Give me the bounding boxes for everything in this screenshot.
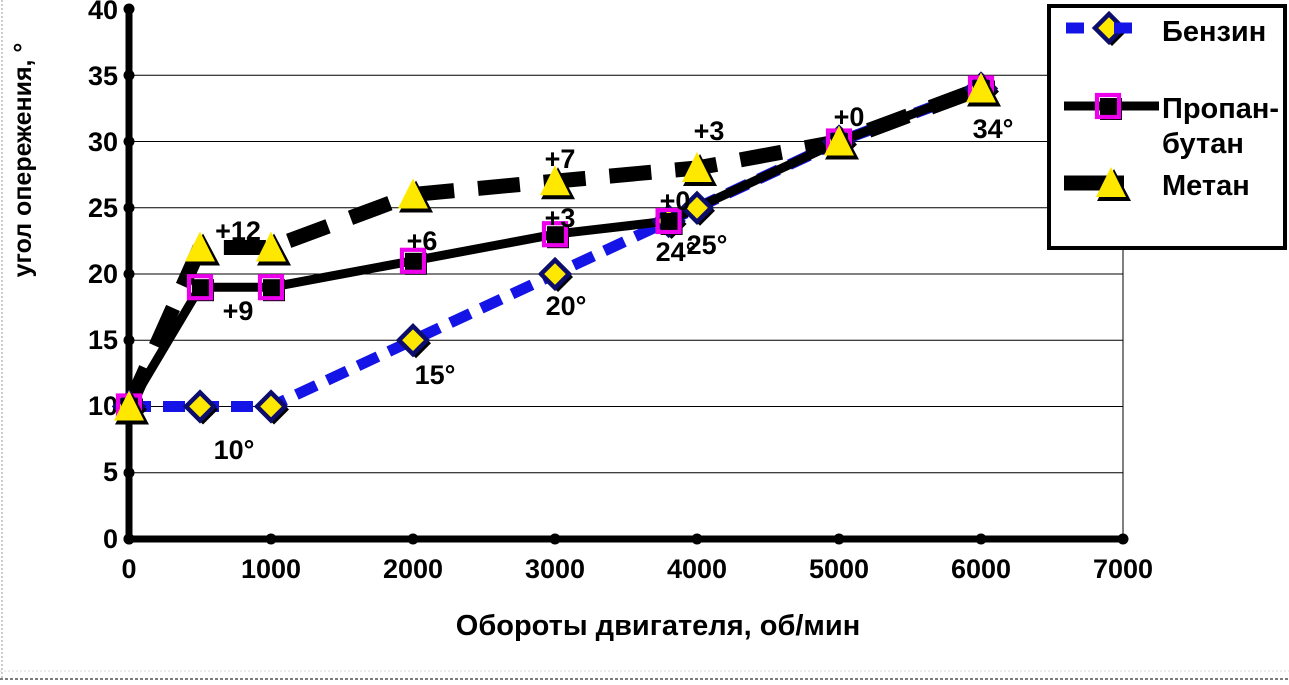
svg-text:5: 5 <box>103 457 118 487</box>
svg-text:Обороты двигателя, об/мин: Обороты двигателя, об/мин <box>456 610 860 642</box>
svg-text:25°: 25° <box>687 230 728 260</box>
svg-text:3000: 3000 <box>525 554 585 584</box>
svg-text:2000: 2000 <box>383 554 443 584</box>
svg-text:5000: 5000 <box>809 554 869 584</box>
svg-text:15°: 15° <box>415 360 456 390</box>
svg-text:35: 35 <box>88 61 118 91</box>
svg-text:34°: 34° <box>973 114 1014 144</box>
svg-text:+0: +0 <box>660 186 691 216</box>
svg-text:6000: 6000 <box>951 554 1011 584</box>
svg-text:20°: 20° <box>546 291 587 321</box>
svg-text:+3: +3 <box>545 203 576 233</box>
svg-text:Бензин: Бензин <box>1162 16 1266 48</box>
svg-text:25: 25 <box>88 193 118 223</box>
svg-text:+7: +7 <box>545 144 576 174</box>
svg-text:бутан: бутан <box>1162 128 1244 160</box>
svg-text:0: 0 <box>121 554 136 584</box>
svg-text:7000: 7000 <box>1093 554 1153 584</box>
svg-text:угол опережения, °: угол опережения, ° <box>9 43 37 278</box>
svg-text:+6: +6 <box>407 226 438 256</box>
svg-text:+0: +0 <box>834 102 865 132</box>
svg-text:0: 0 <box>103 524 118 554</box>
svg-text:15: 15 <box>88 325 118 355</box>
svg-text:10°: 10° <box>214 435 255 465</box>
svg-text:4000: 4000 <box>667 554 727 584</box>
svg-text:40: 40 <box>88 0 118 25</box>
svg-text:+12: +12 <box>215 216 261 246</box>
svg-text:1000: 1000 <box>241 554 301 584</box>
svg-text:+3: +3 <box>694 116 725 146</box>
svg-text:+9: +9 <box>223 296 254 326</box>
svg-text:30: 30 <box>88 127 118 157</box>
svg-text:20: 20 <box>88 259 118 289</box>
svg-text:Метан: Метан <box>1162 170 1250 202</box>
svg-text:Пропан-: Пропан- <box>1162 93 1279 125</box>
